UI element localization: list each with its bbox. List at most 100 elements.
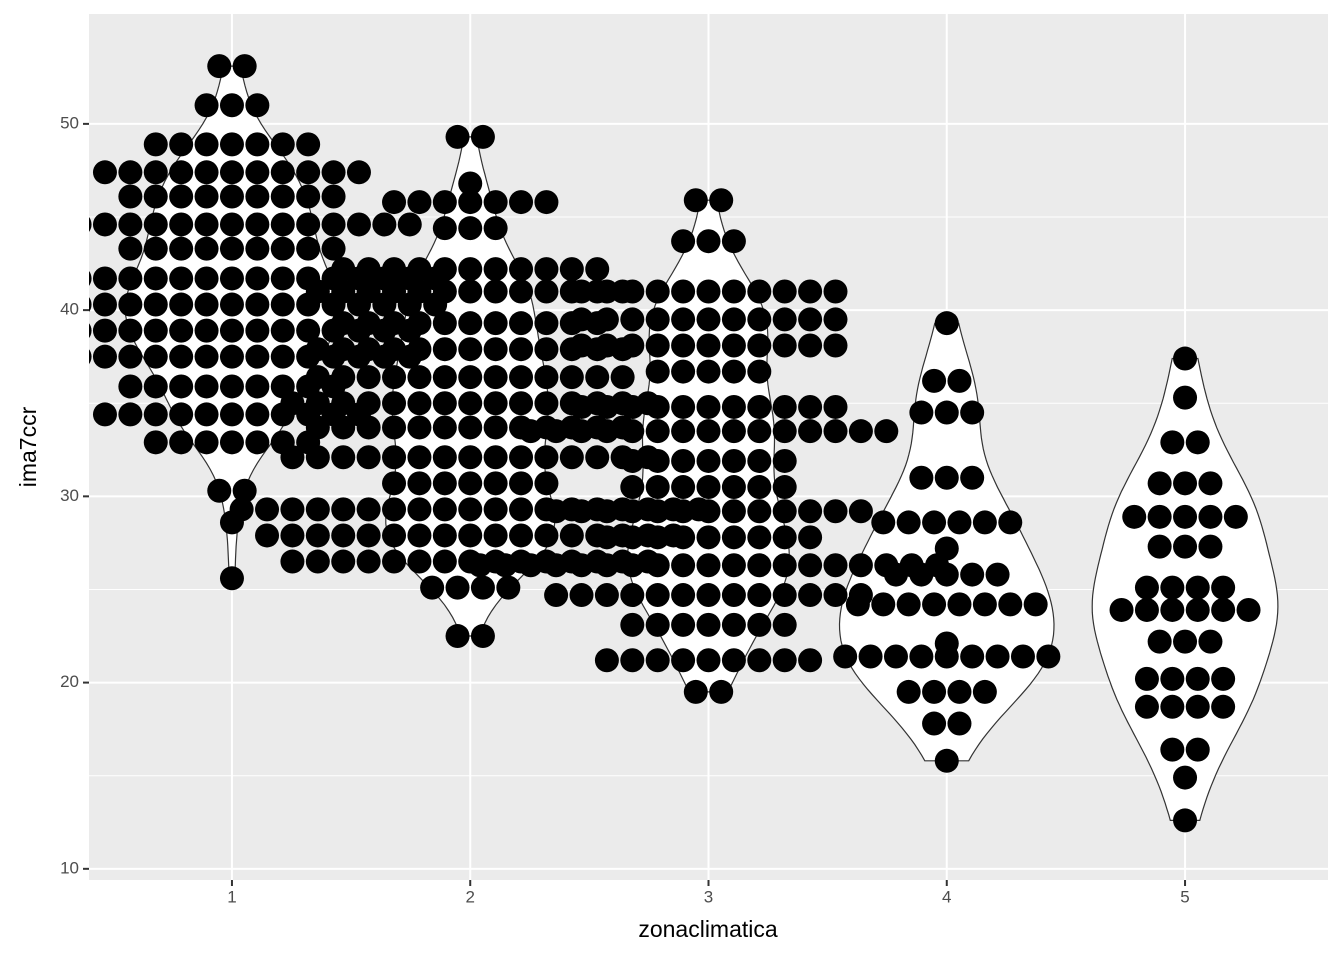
dot	[89, 297, 92, 312]
dot	[458, 337, 483, 362]
dot	[1185, 694, 1210, 719]
y-tick-label: 30	[60, 486, 79, 505]
dot	[594, 525, 619, 550]
dot	[747, 307, 772, 332]
dot	[118, 236, 143, 261]
dot	[721, 359, 746, 384]
dot	[960, 400, 985, 425]
dot	[407, 445, 432, 470]
dot	[143, 184, 168, 209]
dot	[798, 333, 823, 358]
dot	[169, 184, 194, 209]
dot	[356, 523, 381, 548]
dot	[896, 592, 921, 617]
dot	[194, 236, 219, 261]
dot	[559, 523, 584, 548]
dot	[620, 307, 645, 332]
dot	[118, 344, 143, 369]
dot	[92, 160, 117, 185]
dot	[1173, 385, 1198, 410]
dot	[219, 292, 244, 317]
dot	[432, 549, 457, 574]
dot	[534, 391, 559, 416]
dot	[331, 279, 356, 304]
dot	[696, 499, 721, 524]
dot	[620, 553, 645, 578]
dot	[772, 499, 797, 524]
dot	[432, 337, 457, 362]
dot	[594, 583, 619, 608]
dot	[1223, 504, 1248, 529]
dot	[534, 445, 559, 470]
dot	[620, 333, 645, 358]
dot	[169, 374, 194, 399]
dot	[696, 419, 721, 444]
y-tick-label: 20	[60, 672, 79, 691]
dot	[721, 333, 746, 358]
dot	[696, 279, 721, 304]
dot	[645, 612, 670, 637]
dot	[483, 279, 508, 304]
dot	[534, 279, 559, 304]
dot	[219, 266, 244, 291]
dot	[747, 475, 772, 500]
dot	[594, 307, 619, 332]
dot	[569, 394, 594, 419]
dot	[559, 257, 584, 282]
dot	[696, 648, 721, 673]
dot	[280, 497, 305, 522]
dot	[772, 612, 797, 637]
dot	[772, 419, 797, 444]
dot	[169, 402, 194, 427]
dot	[1160, 694, 1185, 719]
dot	[89, 217, 92, 232]
dot	[645, 333, 670, 358]
axes: 10 20 30 40 50 1 2 3 4 5	[60, 113, 1190, 906]
dot	[934, 748, 959, 773]
dot	[569, 499, 594, 524]
dot	[255, 497, 280, 522]
y-tick-label: 40	[60, 300, 79, 319]
dot	[721, 648, 746, 673]
dot	[407, 190, 432, 215]
dot	[483, 311, 508, 336]
dot	[296, 132, 321, 157]
dot	[509, 445, 534, 470]
dot	[798, 419, 823, 444]
dot	[245, 93, 270, 118]
dot	[321, 160, 346, 185]
dot	[534, 523, 559, 548]
dot	[445, 124, 470, 149]
dot	[280, 391, 305, 416]
dot	[92, 318, 117, 343]
dot	[960, 644, 985, 669]
dot	[483, 365, 508, 390]
dot	[509, 471, 534, 496]
dot	[645, 648, 670, 673]
dot	[169, 132, 194, 157]
dot	[696, 553, 721, 578]
dot	[509, 279, 534, 304]
dot	[245, 184, 270, 209]
dot	[509, 257, 534, 282]
dot	[1147, 471, 1172, 496]
dot	[296, 318, 321, 343]
dot	[270, 236, 295, 261]
dot	[382, 257, 407, 282]
dot	[721, 307, 746, 332]
dot	[747, 525, 772, 550]
dot	[372, 212, 397, 237]
dot	[1134, 575, 1159, 600]
dot	[194, 344, 219, 369]
dot	[270, 160, 295, 185]
dot	[194, 212, 219, 237]
x-tick-label: 5	[1180, 887, 1189, 906]
dot	[922, 711, 947, 736]
dot	[909, 400, 934, 425]
dot	[397, 212, 422, 237]
dot	[671, 648, 696, 673]
dot	[356, 549, 381, 574]
dot	[407, 337, 432, 362]
dot	[89, 323, 92, 339]
dot	[42, 345, 66, 369]
